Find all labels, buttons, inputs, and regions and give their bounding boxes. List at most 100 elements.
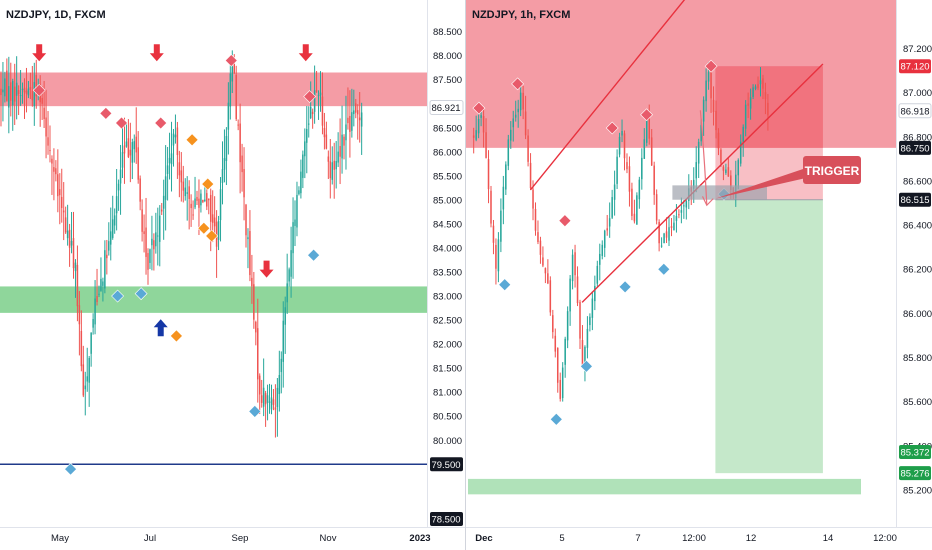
candle-body (151, 238, 153, 246)
candle-body (278, 375, 281, 395)
candle-body (84, 385, 87, 390)
candle-body (717, 132, 720, 149)
candle-body (744, 104, 747, 129)
candle-body (759, 80, 762, 85)
candle-body (239, 123, 241, 163)
price-badge (899, 444, 931, 459)
trigger-callout[interactable]: TRIGGER (803, 156, 861, 184)
candle-body (574, 252, 576, 276)
candle-body (172, 133, 175, 146)
breakdown-box (672, 185, 767, 200)
candle-body (638, 179, 641, 200)
candle-body (742, 126, 744, 142)
red-signal-marker (704, 59, 718, 73)
candle-body (168, 157, 171, 164)
projection-arrow (699, 110, 708, 206)
candle-body (55, 168, 57, 175)
candle-body (227, 102, 230, 130)
candle-body (160, 209, 163, 212)
candle-body (641, 157, 643, 180)
candle-body (157, 235, 159, 237)
daily-time-axis: May Jul Sep Nov 2023 (51, 533, 431, 544)
blue-signal-marker (579, 359, 593, 373)
price-badge (899, 192, 931, 207)
candle-body (358, 117, 361, 121)
price-tick-label: 80.500 (433, 412, 462, 423)
candle-body (260, 395, 263, 403)
candle-body (559, 379, 561, 399)
candle-body (133, 141, 136, 150)
rising-channel[interactable] (529, 0, 824, 303)
candle-body (552, 315, 554, 333)
short-position-tool[interactable] (715, 66, 823, 474)
candle-body (325, 134, 328, 149)
candle-body (31, 90, 34, 101)
candle-body (268, 401, 271, 403)
candle-body (626, 162, 628, 170)
candle-body (49, 150, 51, 152)
candle-body (221, 169, 224, 183)
candle-body (72, 238, 75, 269)
candle-body (243, 169, 245, 198)
candle-body (96, 296, 98, 303)
candle-body (270, 397, 273, 410)
price-tick-label: 85.000 (433, 195, 462, 206)
candle-body (251, 277, 253, 287)
candle-body (333, 160, 335, 170)
candle-body (495, 244, 497, 269)
price-tick-label: 81.000 (433, 388, 462, 399)
hourly-chart-pane: TRIGGER NZDJPY, 1h, FXCM 87.200 87.000 86.… (466, 0, 932, 544)
candle-body (584, 346, 586, 368)
candle-body (213, 217, 216, 227)
candle-body (507, 139, 510, 166)
candle-body (276, 387, 279, 408)
candle-body (529, 162, 532, 189)
candle-body (186, 192, 188, 194)
candle-body (147, 253, 149, 270)
candle-body (229, 73, 232, 107)
red-signal-marker (605, 121, 619, 135)
candle-body (524, 111, 527, 136)
red-signal-marker (472, 101, 486, 115)
candle-body (141, 209, 143, 232)
daily-bottom-label: 78.500 (431, 515, 460, 526)
candle-body (353, 110, 355, 115)
price-tick-label: 86.000 (433, 147, 462, 158)
candle-body (262, 387, 265, 407)
candle-body (542, 257, 544, 266)
price-badge-label: 87.120 (900, 62, 929, 73)
price-tick-label: 86.200 (903, 265, 932, 276)
candle-body (139, 178, 141, 202)
red-signal-marker (154, 116, 168, 130)
candle-body (596, 265, 599, 284)
hourly-zones (466, 0, 896, 495)
hourly-title: NZDJPY, 1h, FXCM (472, 9, 570, 21)
candle-body (78, 305, 81, 325)
candle-body (606, 228, 608, 231)
candle-body (480, 115, 482, 118)
candle-body (25, 90, 28, 94)
price-tick-label: 88.000 (433, 51, 462, 62)
candle-body (722, 166, 725, 171)
candle-body (33, 81, 36, 107)
candle-body (564, 338, 566, 365)
candle-body (64, 217, 67, 233)
time-tick-label: 12:00 (682, 533, 706, 544)
candle-body (115, 196, 118, 214)
candle-body (527, 135, 529, 162)
candle-body (206, 193, 208, 207)
blue-signal-marker (64, 462, 77, 476)
candle-body (512, 118, 515, 128)
candle-body (680, 210, 683, 213)
candle-body (237, 124, 239, 126)
candle-body (613, 184, 616, 200)
channel-lower-line (581, 63, 824, 303)
candle-body (15, 82, 18, 96)
daily-level-label: 79.500 (431, 460, 460, 471)
candle-body (288, 269, 290, 282)
candle-body (581, 340, 584, 367)
blue-signal-marker (549, 412, 563, 426)
candle-body (272, 399, 275, 405)
price-tick-label: 84.000 (433, 243, 462, 254)
price-badge (899, 59, 931, 74)
